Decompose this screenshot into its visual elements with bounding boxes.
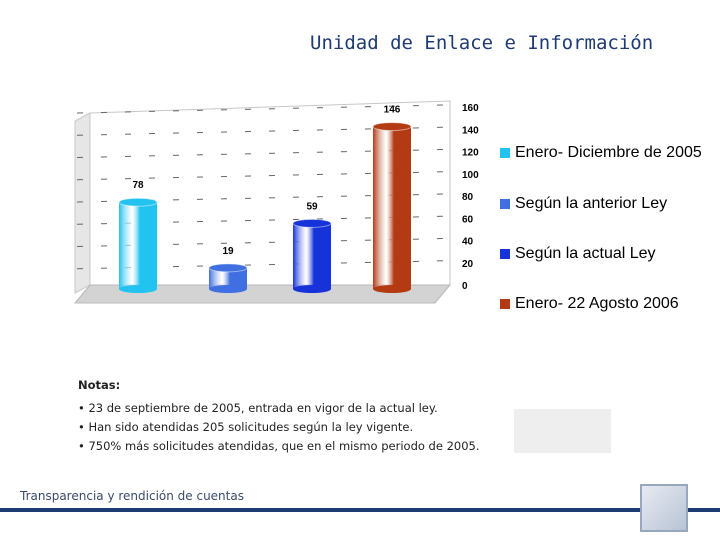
bar-body-3 (293, 223, 331, 289)
y-tick-label-0: 0 (462, 281, 468, 292)
data-label-1: 78 (132, 180, 144, 191)
bar-top-4 (372, 122, 412, 132)
bar-base-3 (293, 285, 331, 293)
legend-item-3: Según la actual Ley (500, 245, 656, 263)
bar-chart: 0 20 40 60 80 100 120 140 160 78 19 59 146 (73, 100, 479, 304)
y-tick-label-8: 160 (462, 103, 479, 114)
y-tick-label-3: 60 (462, 214, 474, 225)
bar-top-3 (292, 218, 332, 228)
chart-side-wall (74, 112, 91, 294)
notes-title: Notas: (78, 378, 121, 392)
bar-4 (372, 122, 412, 293)
bar-body-1 (119, 202, 157, 289)
note-line-2: • Han sido atendidas 205 solicitudes seg… (78, 420, 414, 434)
bar-body-4 (373, 126, 411, 289)
legend-label-2: Según la anterior Ley (515, 195, 668, 212)
footer-logo-image (640, 484, 688, 532)
bar-base-4 (373, 285, 411, 293)
bar-1 (118, 197, 158, 293)
bar-top-2 (208, 263, 248, 273)
y-tick-label-1: 20 (462, 259, 474, 270)
notes-section: Notas: • 23 de septiembre de 2005, entra… (78, 378, 480, 458)
legend-swatch-4 (500, 299, 510, 309)
y-tick-label-6: 120 (462, 148, 479, 159)
legend-swatch-1 (500, 148, 510, 158)
legend-swatch-2 (500, 199, 510, 209)
bar-top-1 (118, 197, 158, 207)
legend-label-3: Según la actual Ley (515, 245, 656, 262)
footer-text: Transparencia y rendición de cuentas (20, 489, 244, 503)
y-tick-label-5: 100 (462, 170, 479, 181)
legend-item-2: Según la anterior Ley (500, 195, 667, 213)
legend-swatch-3 (500, 249, 510, 259)
bar-base-1 (119, 285, 157, 293)
page-title: Unidad de Enlace e Información (310, 32, 654, 54)
gray-placeholder-box (514, 409, 611, 453)
data-label-2: 19 (222, 246, 234, 257)
legend-item-1: Enero- Diciembre de 2005 (500, 144, 702, 162)
y-tick-label-7: 140 (462, 125, 479, 136)
legend-label-1: Enero- Diciembre de 2005 (515, 144, 702, 161)
note-line-1: • 23 de septiembre de 2005, entrada en v… (78, 401, 438, 415)
note-line-3: • 750% más solicitudes atendidas, que en… (78, 439, 480, 453)
legend-item-4: Enero- 22 Agosto 2006 (500, 295, 679, 313)
bar-body-2 (209, 267, 247, 289)
legend-label-4: Enero- 22 Agosto 2006 (515, 295, 679, 312)
bar-2 (208, 263, 248, 293)
y-tick-label-4: 80 (462, 192, 474, 203)
data-label-4: 146 (384, 105, 401, 116)
footer-bar (0, 508, 720, 512)
bar-3 (292, 218, 332, 293)
data-label-3: 59 (306, 201, 318, 212)
bar-base-2 (209, 285, 247, 293)
y-tick-label-2: 40 (462, 237, 474, 248)
